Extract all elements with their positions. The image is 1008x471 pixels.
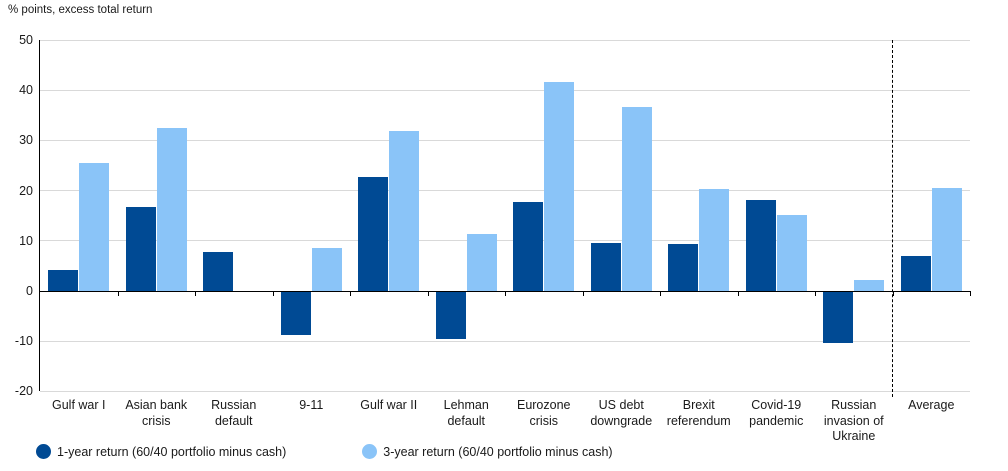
bar-3yr-brexit-referendum <box>699 189 730 291</box>
x-axis-category-label: Lehman default <box>443 398 489 428</box>
y-axis-tick-label: 0 <box>26 284 33 298</box>
x-axis-zero-line <box>40 290 970 292</box>
legend-item-1-year: 1-year return (60/40 portfolio minus cas… <box>36 444 286 459</box>
bar-1yr-lehman-default <box>435 292 466 339</box>
bar-1yr-gulf-war-i <box>48 270 79 291</box>
x-axis-tick <box>582 291 584 296</box>
x-axis-category-label: Russian invasion of Ukraine <box>823 398 884 443</box>
series1-swatch-icon <box>36 444 51 459</box>
x-axis-category-label: Gulf war II <box>360 398 418 412</box>
x-axis-tick <box>660 291 661 296</box>
bar-3yr-covid-19-pandemic <box>776 214 807 291</box>
x-axis-tick <box>505 291 506 296</box>
gridline-y20 <box>40 190 970 192</box>
gridline-y10 <box>40 240 970 242</box>
bar-1yr-russian-invasion-of-ukraine <box>823 292 854 344</box>
gridline-y50 <box>40 39 970 41</box>
y-axis-tick-label: 10 <box>19 233 33 248</box>
x-axis-category-label: Covid-19 pandemic <box>749 398 804 428</box>
legend: 1-year return (60/40 portfolio minus cas… <box>36 444 613 459</box>
legend-item-3-year: 3-year return (60/40 portfolio minus cas… <box>362 444 613 459</box>
x-axis-category-label: Eurozone crisis <box>516 398 571 428</box>
x-axis-tick <box>427 291 429 296</box>
x-axis-tick <box>737 291 739 296</box>
x-axis-tick <box>195 291 196 296</box>
series2-swatch-icon <box>362 444 378 459</box>
x-axis-category-label: Average <box>908 398 955 412</box>
gridline-y30 <box>40 139 970 141</box>
x-axis-category-label: 9-11 <box>299 398 324 412</box>
x-axis-tick <box>117 291 119 296</box>
y-axis-tick-label: 30 <box>19 133 33 148</box>
bar-1yr-average <box>900 255 931 291</box>
legend-label-1-year: 1-year return (60/40 portfolio minus cas… <box>57 444 287 459</box>
y-axis-tick-label: 50 <box>19 33 33 47</box>
gridline-y40 <box>40 89 970 91</box>
gridline-y-10 <box>40 340 970 342</box>
average-separator-line <box>892 40 893 397</box>
bar-3yr-gulf-war-ii <box>389 131 420 291</box>
bar-1yr-asian-bank-crisis <box>125 207 156 291</box>
bar-1yr-eurozone-crisis <box>513 202 544 291</box>
x-axis-tick <box>815 291 816 296</box>
chart-title: % points, excess total return <box>8 4 153 16</box>
bar-3yr-9-11 <box>311 248 342 291</box>
bar-1yr-us-debt-downgrade <box>590 243 621 291</box>
bar-1yr-brexit-referendum <box>668 244 699 291</box>
bar-3yr-us-debt-downgrade <box>621 106 652 291</box>
x-axis-tick <box>272 291 274 296</box>
bar-3yr-gulf-war-i <box>79 162 110 291</box>
x-axis-tick <box>892 291 894 296</box>
y-axis-tick-label: 40 <box>19 83 33 98</box>
gridline-y-20 <box>40 390 970 392</box>
legend-label-3-year: 3-year return (60/40 portfolio minus cas… <box>383 444 613 459</box>
bar-1yr-russian-default <box>203 251 234 291</box>
y-axis-line <box>39 40 40 392</box>
bar-3yr-lehman-default <box>466 234 497 291</box>
y-axis-tick-label: 20 <box>19 183 33 198</box>
bar-3yr-eurozone-crisis <box>544 81 575 291</box>
bar-3yr-asian-bank-crisis <box>156 127 187 291</box>
x-axis-category-label: Russian default <box>211 398 257 428</box>
x-axis-category-label: Asian bank crisis <box>125 398 188 428</box>
x-axis-category-label: Gulf war I <box>52 398 106 412</box>
bar-3yr-russian-invasion-of-ukraine <box>854 279 885 291</box>
x-axis-tick <box>970 291 971 296</box>
y-axis-tick-label: -10 <box>14 334 33 349</box>
y-axis-tick-label: -20 <box>14 384 33 399</box>
bar-3yr-average <box>931 188 962 291</box>
x-axis-category-label: Brexit referendum <box>666 398 731 428</box>
bar-1yr-gulf-war-ii <box>358 177 389 291</box>
x-axis-tick <box>350 291 351 296</box>
bar-1yr-9-11 <box>280 292 311 336</box>
x-axis-category-label: US debt downgrade <box>590 398 653 428</box>
bar-1yr-covid-19-pandemic <box>745 200 776 291</box>
